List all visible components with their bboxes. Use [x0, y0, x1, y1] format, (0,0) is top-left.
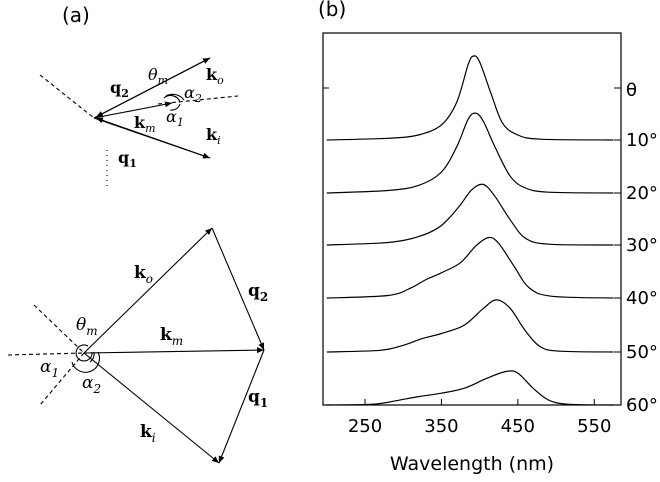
chart-lines [326, 55, 614, 406]
angle-label-2: 20° [626, 183, 658, 204]
angle-label-3: 30° [626, 235, 658, 256]
svg-text:ko: ko [134, 263, 153, 286]
x-tick-label-450: 450 [501, 416, 535, 437]
panel-a-label: (a) [62, 3, 90, 27]
spectrum-line-50° [326, 299, 614, 353]
panel-b-label: (b) [318, 0, 346, 21]
svg-text:α1: α1 [40, 357, 59, 380]
lower-vector-diagram [7, 227, 265, 464]
svg-text:q2: q2 [248, 281, 268, 304]
chart-frame [322, 32, 622, 406]
upper-km-arrow [93, 101, 173, 119]
chart-ticks [323, 87, 621, 406]
upper-q1-arrow [95, 117, 211, 159]
svg-text:ko: ko [206, 65, 224, 87]
svg-text:q1: q1 [248, 387, 268, 410]
spectrum-line-60° [326, 370, 614, 406]
svg-text:θm: θm [148, 65, 168, 87]
spectrum-line-10° [326, 55, 614, 141]
svg-text:q2: q2 [110, 78, 129, 100]
lower-labels: ko q2 θm km α1 α2 q1 ki [40, 263, 268, 445]
angle-label-0: θ [626, 80, 637, 101]
spectrum-line-20° [326, 112, 614, 194]
lower-km-arrow [83, 347, 265, 354]
upper-q2-arrow [95, 57, 211, 118]
spectrum-line-30° [326, 183, 614, 246]
angle-label-4: 40° [626, 288, 658, 309]
svg-text:km: km [160, 325, 183, 348]
svg-text:q1: q1 [118, 148, 137, 170]
svg-text:km: km [134, 113, 156, 135]
angle-label-5: 50° [626, 342, 658, 363]
x-tick-label-350: 350 [424, 416, 458, 437]
svg-text:α2: α2 [82, 373, 101, 396]
upper-labels: q2 θm ko α2 α1 km ki q1 [110, 65, 224, 170]
angle-label-6: 60° [626, 395, 658, 416]
svg-text:ki: ki [206, 125, 221, 147]
lower-ko-arrow [83, 227, 213, 354]
x-tick-labels: 250 350 450 550 [348, 416, 612, 437]
x-tick-label-250: 250 [348, 416, 382, 437]
upper-vector-diagram [39, 57, 239, 188]
x-axis-label: Wavelength (nm) [390, 453, 554, 475]
x-tick-label-550: 550 [577, 416, 611, 437]
spectrum-line-40° [326, 236, 614, 299]
lower-q2-arrow [211, 227, 265, 351]
right-angle-labels: θ 10° 20° 30° 40° 50° 60° [626, 80, 658, 416]
lower-ki-arrow [83, 352, 220, 464]
svg-text:α1: α1 [166, 107, 184, 129]
angle-label-1: 10° [626, 130, 658, 151]
svg-text:α2: α2 [184, 83, 202, 105]
lower-q1-arrow [218, 349, 265, 464]
svg-text:θm: θm [76, 315, 98, 338]
svg-text:ki: ki [140, 422, 156, 445]
